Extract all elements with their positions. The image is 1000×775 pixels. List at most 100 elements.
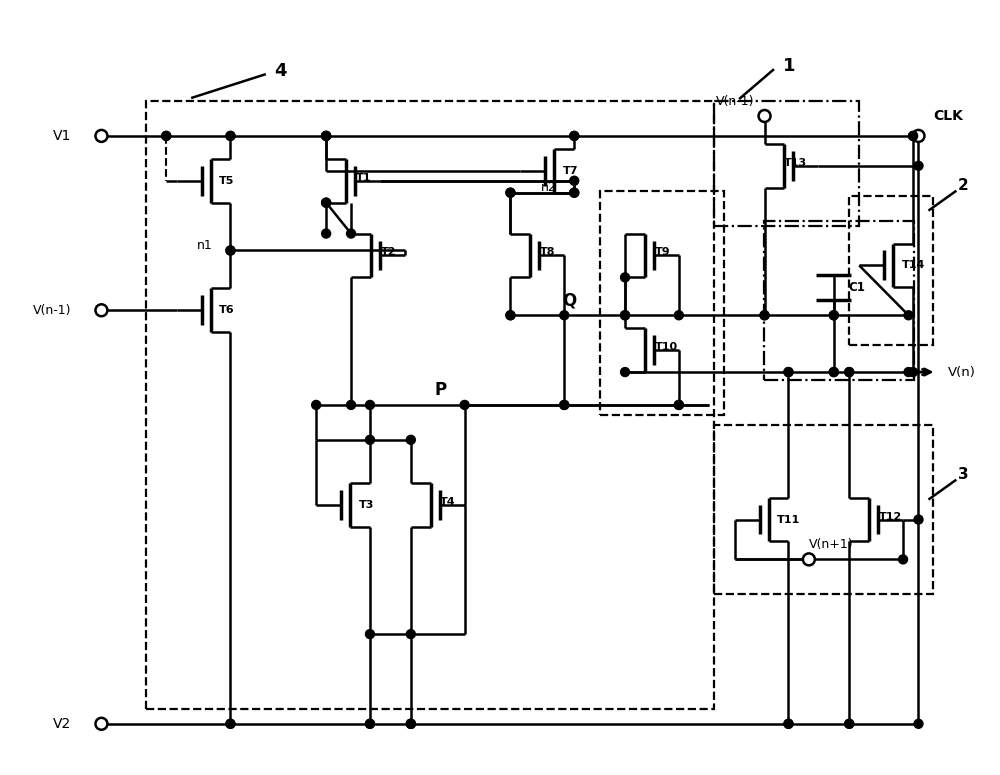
Text: T9: T9: [654, 247, 670, 257]
Circle shape: [914, 161, 923, 170]
Text: n1: n1: [197, 239, 213, 252]
Text: n2: n2: [541, 181, 556, 195]
Circle shape: [365, 401, 374, 409]
Circle shape: [913, 130, 924, 142]
Circle shape: [506, 188, 515, 197]
Circle shape: [674, 311, 683, 320]
Text: T13: T13: [0, 774, 1, 775]
Circle shape: [784, 719, 793, 728]
Circle shape: [322, 132, 331, 140]
Text: C1: C1: [849, 281, 866, 294]
Text: 2: 2: [958, 178, 969, 193]
Circle shape: [570, 176, 579, 185]
Text: CLK: CLK: [933, 109, 963, 123]
Bar: [600, 191, 724, 415]
Bar: [714, 101, 859, 226]
Text: V(n-1): V(n-1): [33, 304, 72, 317]
Circle shape: [784, 367, 793, 377]
Circle shape: [829, 311, 838, 320]
Circle shape: [674, 401, 683, 409]
Circle shape: [406, 436, 415, 444]
Text: T14: T14: [902, 260, 925, 270]
Circle shape: [322, 198, 331, 207]
Circle shape: [226, 246, 235, 255]
Circle shape: [95, 718, 107, 730]
Text: T1: T1: [356, 173, 371, 183]
Circle shape: [322, 132, 331, 140]
Circle shape: [506, 311, 515, 320]
Circle shape: [560, 311, 569, 320]
Circle shape: [914, 719, 923, 728]
Circle shape: [226, 719, 235, 728]
Circle shape: [365, 719, 374, 728]
Text: V(n-1): V(n-1): [716, 95, 755, 108]
Circle shape: [621, 311, 630, 320]
Circle shape: [226, 132, 235, 140]
Circle shape: [406, 629, 415, 639]
Text: V1: V1: [53, 129, 72, 143]
Text: P: P: [434, 381, 446, 399]
Bar: [714, 425, 933, 594]
Text: T4: T4: [440, 497, 456, 507]
Text: T13: T13: [784, 158, 807, 168]
Circle shape: [226, 246, 235, 255]
Circle shape: [759, 110, 771, 122]
Circle shape: [909, 367, 917, 377]
Text: T6: T6: [219, 305, 235, 315]
Circle shape: [845, 367, 854, 377]
Circle shape: [803, 553, 815, 565]
Circle shape: [914, 515, 923, 524]
Text: 1: 1: [783, 57, 795, 75]
Text: T8: T8: [540, 247, 555, 257]
Circle shape: [570, 188, 579, 197]
Circle shape: [560, 401, 569, 409]
Circle shape: [560, 401, 569, 409]
Text: T9: T9: [0, 774, 1, 775]
Circle shape: [845, 367, 854, 377]
Circle shape: [621, 273, 630, 282]
Circle shape: [621, 367, 630, 377]
Text: Q: Q: [563, 291, 577, 309]
Circle shape: [621, 311, 630, 320]
Circle shape: [226, 719, 235, 728]
Circle shape: [845, 719, 854, 728]
Circle shape: [226, 132, 235, 140]
Circle shape: [322, 198, 331, 207]
Circle shape: [570, 132, 579, 140]
Circle shape: [909, 132, 917, 140]
Text: V(n): V(n): [948, 366, 976, 378]
Text: T1: T1: [0, 774, 1, 775]
Circle shape: [845, 719, 854, 728]
Text: T4: T4: [0, 774, 1, 775]
Text: 3: 3: [958, 467, 969, 482]
Circle shape: [674, 401, 683, 409]
Circle shape: [760, 311, 769, 320]
Circle shape: [322, 132, 331, 140]
Circle shape: [829, 311, 838, 320]
Circle shape: [829, 367, 838, 377]
Text: T10: T10: [654, 342, 678, 352]
Text: T11: T11: [777, 515, 800, 525]
Text: T2: T2: [380, 247, 396, 257]
Circle shape: [899, 555, 908, 564]
Circle shape: [365, 436, 374, 444]
Text: T3: T3: [359, 500, 374, 510]
Text: V(n+1): V(n+1): [809, 538, 854, 551]
Text: V2: V2: [53, 717, 72, 731]
Text: T8: T8: [0, 774, 1, 775]
Circle shape: [570, 132, 579, 140]
Circle shape: [162, 132, 171, 140]
Circle shape: [784, 719, 793, 728]
Text: T10: T10: [0, 774, 1, 775]
Circle shape: [322, 229, 331, 238]
Text: 4: 4: [275, 62, 287, 80]
Circle shape: [909, 132, 917, 140]
Circle shape: [460, 401, 469, 409]
Circle shape: [506, 311, 515, 320]
Text: T12: T12: [879, 512, 902, 522]
Text: T5: T5: [219, 176, 234, 186]
Circle shape: [347, 229, 356, 238]
Circle shape: [406, 719, 415, 728]
Circle shape: [365, 629, 374, 639]
Circle shape: [95, 305, 107, 316]
